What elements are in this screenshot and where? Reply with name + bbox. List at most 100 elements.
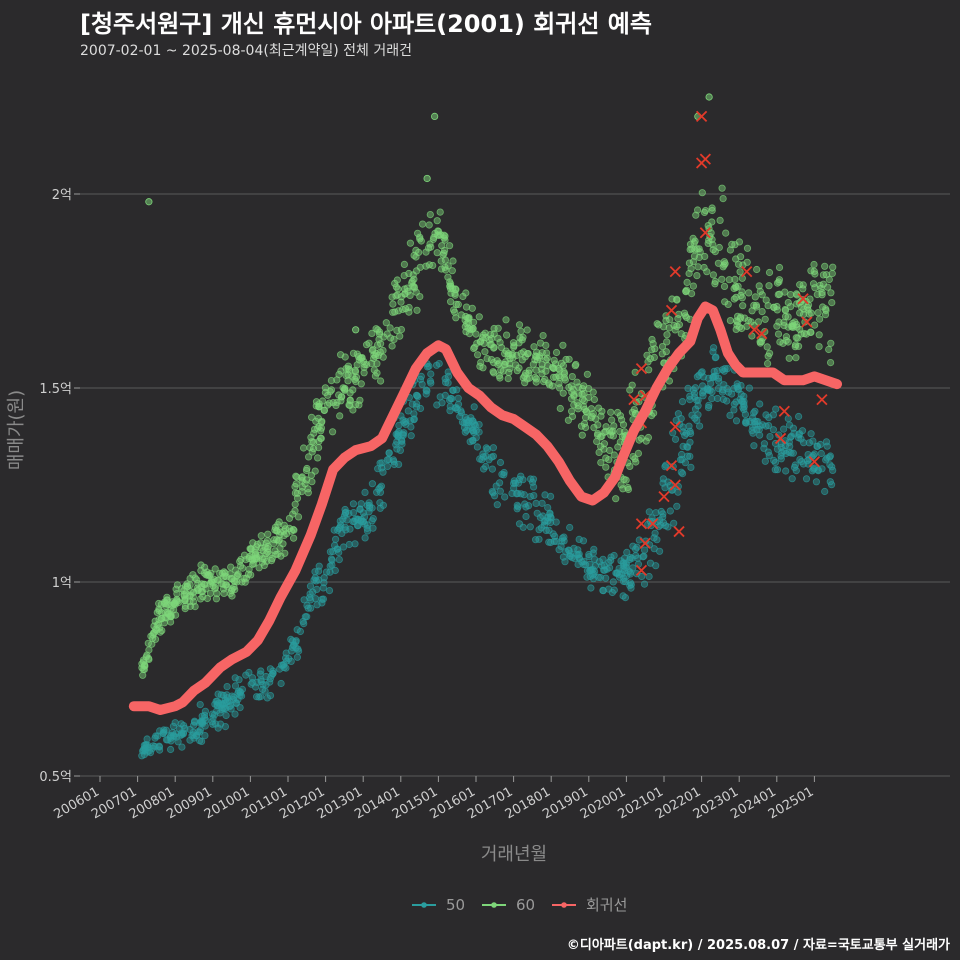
series-60-point [452, 314, 460, 322]
series-50-point [650, 534, 658, 542]
series-50-point [171, 719, 179, 727]
series-60-point [220, 589, 228, 598]
series-60-point [600, 445, 608, 453]
series-50-point [826, 461, 834, 469]
series-60-point [445, 242, 454, 250]
series-60-point [559, 341, 567, 349]
series-60-point [237, 555, 245, 564]
series-60-point [425, 221, 433, 229]
series-60-point [792, 354, 800, 362]
series-60-point [761, 315, 769, 323]
series-50-point [396, 446, 404, 454]
series-50-point [236, 688, 244, 696]
series-50-point [522, 503, 530, 511]
legend: 50 60 회귀선 [412, 896, 627, 914]
series-50-point [304, 604, 312, 612]
series-60-point [200, 569, 208, 577]
series-50-point [532, 499, 540, 507]
series-50-point [673, 502, 681, 510]
series-60-point [479, 364, 487, 372]
series-60-point [333, 376, 341, 384]
series-60-point [489, 358, 498, 367]
series-60-point [670, 321, 678, 329]
series-50-point [261, 687, 269, 695]
series-50-point [566, 523, 574, 532]
series-50-point [711, 372, 720, 380]
series-60-point [386, 334, 395, 342]
series-60-point [724, 300, 732, 308]
series-60-point [304, 453, 313, 461]
series-60-point [758, 291, 766, 299]
series-50-point [799, 439, 808, 447]
series-50-point [143, 748, 151, 756]
series-50-point [198, 737, 206, 746]
series-50-point [829, 466, 837, 474]
series-60-point [648, 346, 656, 354]
series-50-point [257, 677, 265, 686]
series-60-point [293, 494, 302, 502]
series-50-point [319, 584, 327, 592]
series-60-point [228, 575, 236, 583]
series-50-point [587, 566, 596, 574]
series-50-point [619, 565, 627, 574]
series-60-point [822, 306, 830, 315]
series-50-point [773, 445, 782, 453]
series-50-point [631, 545, 640, 553]
series-50-point [666, 507, 674, 515]
series-60-point [357, 380, 365, 388]
series-50-point [599, 586, 607, 595]
series-50-point [427, 379, 435, 387]
series-50-point [550, 537, 558, 546]
series-50-point [333, 545, 341, 553]
series-50-point [684, 384, 692, 392]
series-50-point [418, 380, 426, 388]
series-60-point [775, 276, 784, 284]
series-60-point [481, 329, 489, 337]
series-50-point [416, 404, 425, 413]
series-50-point [468, 423, 476, 431]
y-axis-label: 매매가(원) [6, 390, 27, 470]
series-60-point [595, 448, 603, 456]
series-50-point [377, 482, 385, 490]
series-60-point [765, 349, 774, 357]
series-60-point [700, 263, 708, 272]
series-60-point [153, 608, 161, 617]
series-50-point [787, 433, 795, 441]
series-60-point [516, 334, 524, 342]
series-60-point [781, 312, 790, 321]
series-60-point [610, 451, 618, 459]
series-50-point [782, 467, 790, 475]
series-60-point [754, 318, 763, 326]
series-50-point [263, 694, 271, 702]
series-60-point [784, 298, 792, 307]
series-50-point [805, 439, 813, 447]
series-60-point [720, 261, 728, 269]
series-60-point [649, 340, 657, 348]
series-50-point [756, 400, 764, 408]
series-60-point [311, 467, 319, 475]
series-50-point [488, 465, 496, 473]
series-60-point [815, 315, 824, 323]
series-50-point [231, 710, 239, 718]
series-60-point [743, 322, 751, 330]
series-50-point [500, 471, 508, 479]
series-50-point [313, 601, 321, 609]
series-50-point [645, 508, 653, 516]
series-60-point [433, 249, 441, 257]
series-60-point [141, 662, 149, 670]
series-50-point [733, 383, 741, 391]
series-50-point [568, 553, 576, 562]
series-50-point [149, 742, 157, 750]
series-60-point [810, 260, 818, 269]
series-60-point [818, 288, 826, 297]
series-60-point [731, 275, 739, 283]
series-60-point [373, 369, 381, 377]
series-60-point [446, 298, 455, 306]
series-60-point [211, 565, 219, 573]
series-50-point [771, 458, 780, 467]
series-60-point [416, 263, 424, 271]
series-60-point [718, 275, 726, 283]
series-60-point [693, 245, 701, 253]
series-50-point [574, 546, 582, 554]
series-50-point [392, 430, 400, 438]
